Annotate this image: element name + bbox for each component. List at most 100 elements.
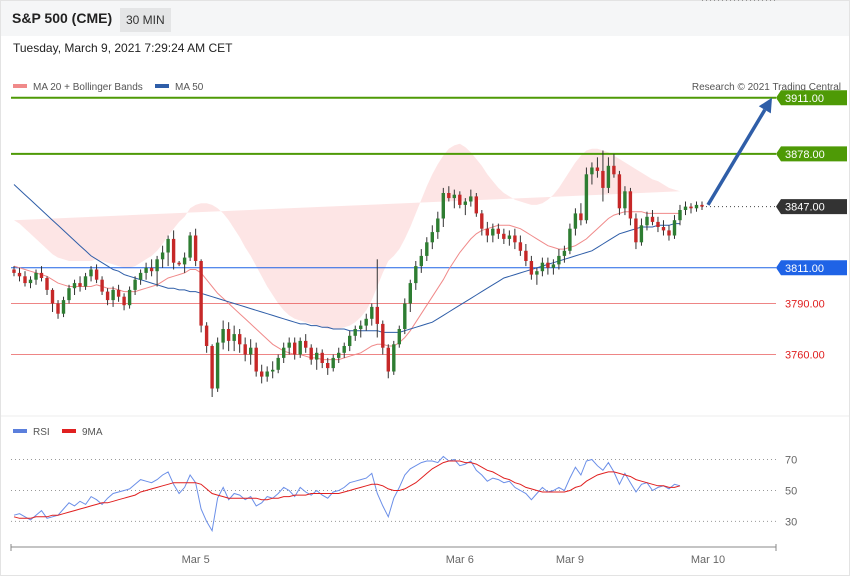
candle (700, 201, 704, 210)
candle (138, 269, 143, 285)
timeframe-badge[interactable]: 30 MIN (120, 8, 171, 32)
candle (518, 235, 523, 256)
candle-body (193, 235, 198, 261)
candle (430, 225, 434, 250)
candle-body (282, 347, 286, 358)
candle-body (700, 204, 704, 207)
candle-body (403, 303, 407, 329)
candle-body (83, 276, 88, 287)
rsi-line (13, 455, 681, 533)
candle-body (397, 329, 401, 345)
candle-body (584, 174, 589, 221)
pivot-level-tag: 3811.00 (776, 260, 847, 276)
candle-body (160, 252, 165, 260)
candle-body (127, 289, 132, 306)
candle-body (535, 271, 539, 275)
candle (353, 325, 357, 341)
candle-body (529, 261, 534, 275)
candle (78, 276, 82, 292)
candle-body (204, 325, 209, 346)
candle-body (116, 289, 121, 297)
candle (502, 228, 506, 244)
price-levels (11, 96, 776, 355)
candle-body (474, 196, 478, 214)
candle (50, 288, 55, 312)
candle-body (386, 347, 390, 372)
candle (221, 320, 225, 350)
candle (304, 334, 308, 353)
candle (12, 266, 16, 277)
candle-body (628, 191, 633, 219)
candle-body (56, 303, 60, 314)
candle-body (304, 340, 308, 348)
research-credit: Research © 2021 Trading Central (692, 82, 841, 93)
candle (639, 218, 644, 246)
ma50-line (13, 184, 680, 333)
candle (282, 342, 286, 363)
level-tag-label: 3911.00 (785, 93, 824, 105)
candle-body (480, 213, 484, 229)
resistance-level-tag: 3911.00 (776, 90, 847, 106)
legend-ma50-label: MA 50 (175, 82, 204, 93)
candle-body (133, 279, 137, 290)
candle-body (144, 267, 148, 273)
candle (667, 225, 671, 241)
candle (403, 298, 407, 335)
time-tick-label: Mar 5 (182, 554, 210, 566)
candle (364, 313, 368, 331)
candle (67, 284, 71, 304)
candle (100, 276, 104, 295)
candle (232, 325, 236, 352)
candle-body (568, 228, 572, 251)
candle (298, 337, 302, 358)
candle-body (89, 269, 93, 277)
candle-body (496, 228, 500, 234)
candle (595, 157, 600, 178)
candle (535, 267, 539, 285)
candle (309, 344, 313, 365)
candle-body (342, 346, 346, 353)
candle-body (353, 329, 357, 336)
instrument-title: S&P 500 (CME) (12, 10, 113, 26)
legend-rsi-label: RSI (33, 427, 50, 438)
candle-body (28, 279, 33, 284)
candle (689, 203, 693, 214)
candle-body (45, 278, 49, 290)
candle (122, 293, 126, 311)
candle (540, 257, 545, 277)
candle-body (39, 272, 44, 278)
candle (628, 187, 633, 226)
candle-body (276, 357, 280, 370)
candle-body (182, 257, 187, 265)
candle (447, 186, 451, 202)
candle-body (265, 371, 269, 377)
candle (238, 329, 242, 353)
candle (661, 220, 666, 236)
candle-body (419, 255, 423, 267)
candle-body (78, 283, 82, 287)
candle-body (623, 191, 627, 209)
candle-body (17, 272, 22, 277)
candle-body (672, 220, 677, 236)
candle (590, 162, 594, 185)
candle (419, 249, 423, 273)
time-tick-label: Mar 6 (446, 554, 474, 566)
candle-body (408, 283, 412, 304)
candle (127, 286, 132, 309)
candle (546, 257, 550, 275)
time-tick-label: Mar 10 (691, 554, 725, 566)
candle-body (188, 235, 192, 258)
candle (171, 230, 176, 270)
candle (370, 303, 374, 326)
candle (193, 228, 198, 267)
candle-body (34, 272, 38, 280)
bollinger-band-area (14, 143, 680, 329)
level-tag-background (776, 260, 847, 276)
candle (584, 167, 589, 224)
candle-body (617, 174, 622, 209)
time-tick-label: Mar 9 (556, 554, 584, 566)
candle (678, 204, 682, 226)
candle-body (540, 262, 545, 272)
candle (645, 211, 649, 231)
moving-averages (13, 0, 776, 361)
